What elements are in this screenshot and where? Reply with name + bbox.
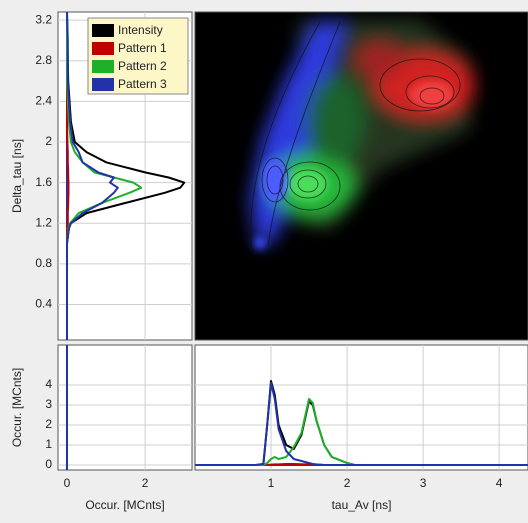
y-tick-label: 2 bbox=[45, 134, 52, 148]
blob-red-core bbox=[410, 81, 454, 109]
y-tick-label: 0.8 bbox=[35, 256, 52, 270]
contour bbox=[419, 87, 445, 105]
y-tick-label: 4 bbox=[45, 377, 52, 391]
x-tick-label: 3 bbox=[420, 476, 427, 490]
x-tick-label: 2 bbox=[142, 476, 149, 490]
plot-area bbox=[57, 344, 193, 471]
contour bbox=[297, 175, 319, 193]
contour bbox=[250, 21, 341, 251]
y-tick-label: 1.2 bbox=[35, 215, 52, 229]
blob-blue-core bbox=[261, 158, 289, 202]
y-tick-label: 3 bbox=[45, 397, 52, 411]
contour bbox=[266, 165, 284, 195]
legend-swatch bbox=[92, 42, 114, 55]
y-tick-label: 1.6 bbox=[35, 175, 52, 189]
x-tick-label: 1 bbox=[268, 476, 275, 490]
blob-blue-tail bbox=[254, 237, 266, 249]
legend-label: Pattern 2 bbox=[118, 59, 167, 73]
x-tick-label: 2 bbox=[344, 476, 351, 490]
series-line bbox=[195, 398, 528, 466]
contour bbox=[279, 161, 341, 211]
y-tick-label: 2.8 bbox=[35, 53, 52, 67]
y-tick-label: 1 bbox=[45, 437, 52, 451]
blob-red-2 bbox=[355, 42, 405, 78]
series-line bbox=[66, 11, 119, 340]
legend-label: Pattern 1 bbox=[118, 41, 167, 55]
highlights bbox=[254, 81, 454, 249]
x-tick-label: 4 bbox=[496, 476, 503, 490]
y-tick-label: 2.4 bbox=[35, 94, 52, 108]
contour bbox=[379, 58, 461, 112]
contour bbox=[405, 75, 455, 109]
contour bbox=[289, 169, 327, 199]
y-tick-label: 2 bbox=[45, 417, 52, 431]
legend-swatch bbox=[92, 60, 114, 73]
x-axis-label: Occur. [MCnts] bbox=[85, 498, 164, 512]
legend-swatch bbox=[92, 78, 114, 91]
x-tick-label: 0 bbox=[64, 476, 71, 490]
x-axis-label: tau_Av [ns] bbox=[332, 498, 392, 512]
series-line bbox=[195, 382, 528, 466]
y-tick-label: 0.4 bbox=[35, 297, 52, 311]
legend-label: Intensity bbox=[118, 23, 163, 37]
contour bbox=[261, 157, 289, 203]
series-line bbox=[66, 12, 70, 340]
y-axis-label: Occur. [MCnts] bbox=[10, 368, 24, 447]
y-tick-label: 3.2 bbox=[35, 12, 52, 26]
blob-green-core bbox=[288, 168, 328, 200]
contours bbox=[250, 21, 461, 251]
legend-label: Pattern 3 bbox=[118, 77, 167, 91]
legend-swatch bbox=[92, 24, 114, 37]
y-tick-label: 0 bbox=[45, 457, 52, 471]
intensity-image bbox=[250, 20, 475, 251]
y-axis-label: Delta_tau [ns] bbox=[10, 139, 24, 213]
plot-area bbox=[194, 344, 528, 471]
blob-green-2 bbox=[305, 75, 365, 165]
